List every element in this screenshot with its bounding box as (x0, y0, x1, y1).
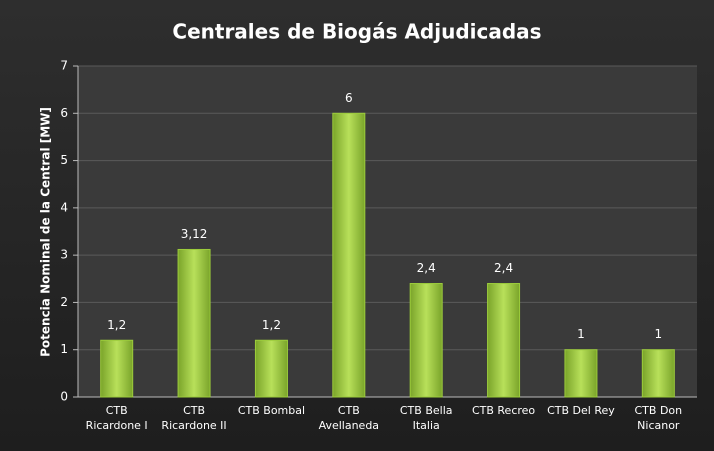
bar (641, 349, 675, 398)
bar (100, 339, 134, 398)
y-tick-label: 3 (60, 248, 68, 262)
x-tick-label: CTB Recreo (471, 404, 536, 417)
data-label: 2,4 (417, 261, 436, 275)
bar (409, 283, 443, 398)
chart-title: Centrales de Biogás Adjudicadas (172, 20, 541, 44)
x-tick-label: CTB Bella Italia (399, 404, 453, 432)
data-label: 2,4 (494, 261, 513, 275)
data-label: 6 (345, 91, 353, 105)
x-tick-label: CTB Del Rey (547, 404, 615, 417)
y-tick-label: 0 (60, 390, 68, 404)
data-label: 3,12 (181, 227, 208, 241)
x-tick-label: CTB Ricardone II (161, 404, 227, 432)
bar (254, 339, 288, 398)
data-label: 1,2 (262, 318, 281, 332)
y-tick-label: 6 (60, 106, 68, 120)
y-axis-label: Potencia Nominal de la Central [MW] (39, 107, 53, 357)
y-tick-label: 5 (60, 153, 68, 167)
x-tick-label: CTB Avellaneda (318, 404, 380, 432)
bar (487, 283, 521, 398)
y-tick-label: 4 (60, 200, 68, 214)
bar (564, 349, 598, 398)
x-tick-label: CTB Bombal (237, 404, 306, 417)
x-tick-label: CTB Ricardone I (85, 404, 148, 432)
x-tick-label: CTB Don Nicanor (634, 404, 683, 432)
bar (177, 248, 211, 398)
bar (332, 112, 366, 398)
data-label: 1,2 (107, 318, 126, 332)
data-label: 1 (654, 327, 662, 341)
data-label: 1 (577, 327, 585, 341)
plot-area (78, 66, 697, 397)
y-tick-label: 2 (60, 295, 68, 309)
y-tick-label: 7 (60, 59, 68, 73)
y-tick-label: 1 (60, 342, 68, 356)
